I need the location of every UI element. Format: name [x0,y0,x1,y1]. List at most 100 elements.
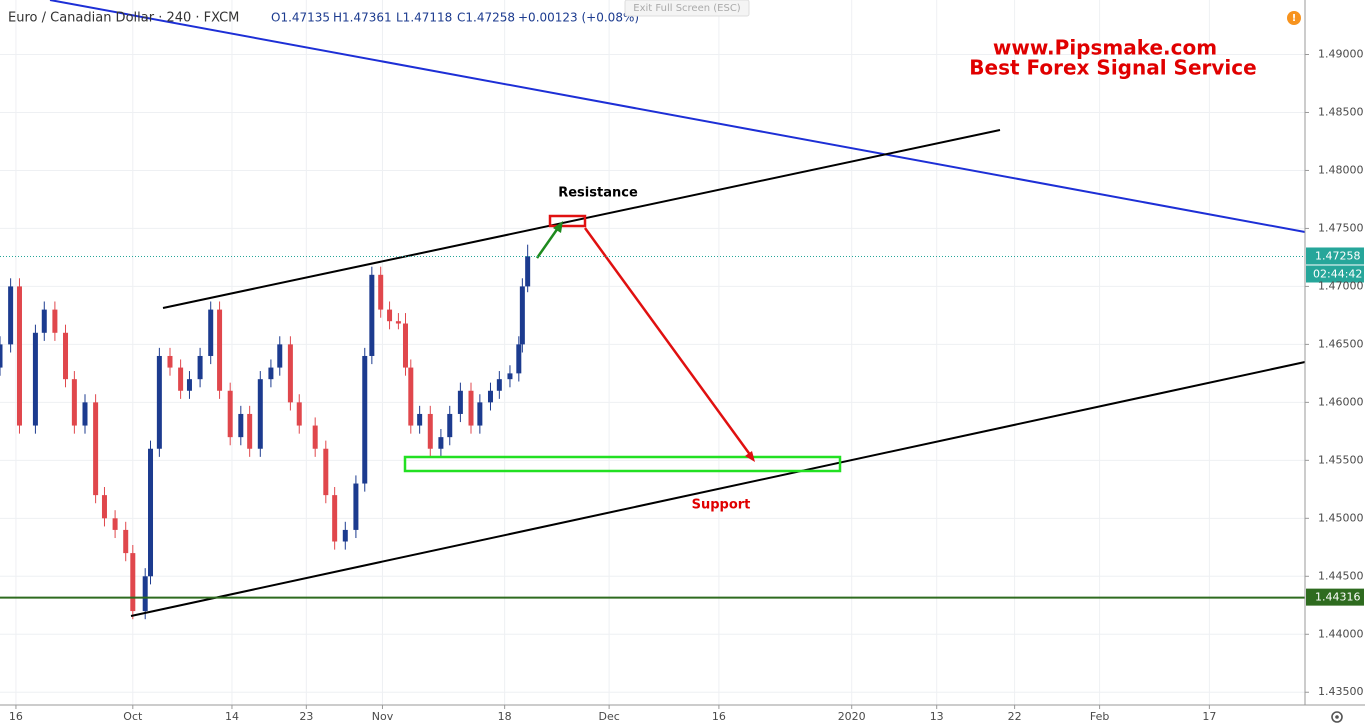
candle-body [496,379,502,391]
candle-body [101,495,107,519]
candle-body [378,274,384,310]
y-tick-label: 1.48000 [1318,163,1364,176]
candle-body [32,332,38,426]
y-tick-label: 1.45000 [1318,511,1364,524]
x-tick-label: Nov [372,710,394,723]
candle-body [16,286,22,426]
candle-body [487,390,493,403]
x-tick-label: 14 [225,710,239,723]
candle-body [402,323,408,368]
y-tick-label: 1.44000 [1318,627,1364,640]
watermark: Best Forex Signal Service [969,56,1256,80]
x-tick-label: 22 [1008,710,1022,723]
candle-body [112,518,118,530]
x-tick-label: Oct [123,710,143,723]
y-tick-label: 1.44500 [1318,569,1364,582]
ohlc-low: L1.47118 [396,11,452,25]
settings-icon[interactable] [1331,711,1343,723]
candle-body [507,373,513,380]
drawings [49,0,1306,617]
exit-button[interactable] [624,0,750,17]
x-tick-label: Feb [1090,710,1109,723]
y-tick-label: 1.49000 [1318,47,1364,60]
candle-body [477,402,483,426]
ohlc-high: H1.47361 [333,11,392,25]
candle-body [468,390,474,426]
candle-body [123,529,129,554]
down-arrow-head [745,451,755,462]
candle-body [197,355,203,380]
candle-body [519,286,525,345]
candle-body [52,309,58,333]
candle-body [296,402,302,426]
levels: 1.47258 02:44:42 1.44316 [0,247,1364,606]
countdown-label: 02:44:42 [1313,267,1362,280]
grid [0,0,1305,705]
up-arrow [535,227,560,259]
candle-body [238,413,244,438]
alert-icon[interactable] [1287,11,1301,25]
candle-body [247,413,253,449]
x-tick-label: 16 [712,710,726,723]
x-tick-label: 17 [1202,710,1216,723]
candle-body [63,332,69,380]
channel-top [162,129,1001,309]
candle-body [353,483,359,530]
candle-body [516,344,522,374]
x-tick-label: 18 [498,710,512,723]
y-tick-label: 1.46000 [1318,395,1364,408]
candle-body [408,367,414,426]
x-tick-label: Dec [598,710,619,723]
watermark: www.Pipsmake.com [993,36,1217,60]
candle-body [217,309,223,391]
candle-body [369,274,375,356]
down-arrow [583,227,753,457]
candle-body [525,256,531,287]
alert-icon-mark: ! [1292,13,1297,24]
exit-button-label[interactable]: Exit Full Screen (ESC) [633,3,741,14]
candle-body [438,437,444,449]
price-label-box [1306,247,1364,265]
candle-body [362,355,368,484]
y-tick-label: 1.47500 [1318,221,1364,234]
candle-body [71,379,77,426]
trend-line [49,0,1306,233]
candle-body [277,344,283,368]
x-tick-label: 23 [299,710,313,723]
support-zone [403,455,842,473]
support-label: Support [692,498,751,513]
price-label: 1.47258 [1315,249,1361,262]
candle-body [227,390,233,438]
ohlc-close: C1.47258 [457,11,515,25]
candle-body [417,413,423,426]
y-tick-label: 1.45500 [1318,453,1364,466]
candle-body [0,344,3,368]
resistance-label: Resistance [558,186,638,201]
candle-body [323,448,329,496]
candle-body [387,309,393,322]
y-tick-label: 1.46500 [1318,337,1364,350]
candle-body [156,355,162,449]
channel-bottom [130,361,1306,617]
candle-body [178,367,184,391]
candle-body [167,355,173,368]
symbol: Euro / Canadian Dollar · 240 · FXCM [8,11,239,26]
x-tick-label: 16 [9,710,23,723]
candle-body [148,448,154,577]
candle-body [332,495,338,542]
resistance-zone [548,214,587,228]
x-tick-label: 13 [930,710,944,723]
y-tick-label: 1.43500 [1318,685,1364,698]
candle-body [287,344,293,403]
candle-body [82,402,88,426]
candle-body [268,367,274,380]
ohlc-change: +0.00123 (+0.08%) [518,11,639,25]
y-tick-label: 1.47000 [1318,279,1364,292]
candle-body [93,402,99,496]
countdown-box [1306,265,1364,283]
candle-body [41,309,47,333]
candle-body [457,390,463,414]
level-label-box [1306,588,1364,606]
up-arrow-head [553,221,563,233]
